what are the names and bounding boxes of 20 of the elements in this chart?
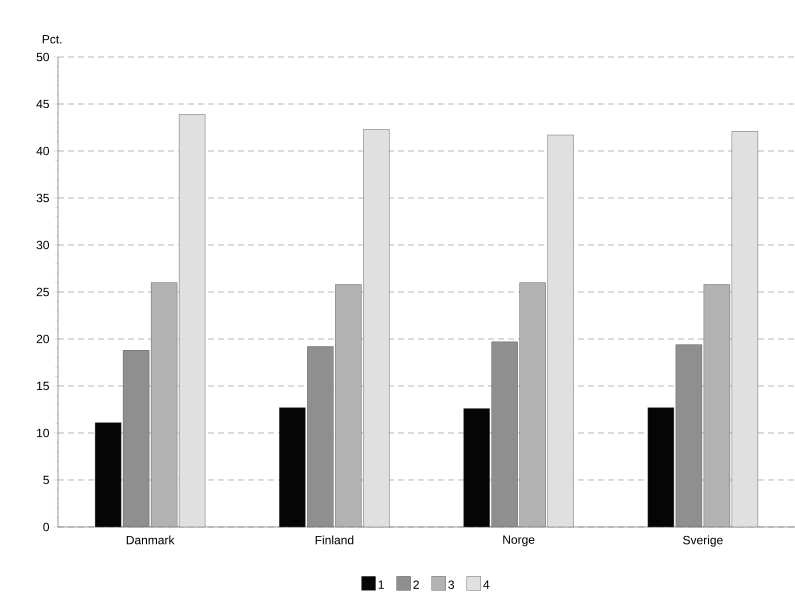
y-tick-label: 20 xyxy=(36,334,50,344)
x-tick-label: Sverige xyxy=(683,536,723,547)
y-tick-label: 50 xyxy=(36,52,50,62)
y-tick-label: 15 xyxy=(37,382,49,390)
y-tick-label: 30 xyxy=(36,240,50,250)
legend-label: 4 xyxy=(483,580,490,589)
y-tick-label: 40 xyxy=(36,146,50,156)
x-tick-label: Norge xyxy=(503,536,534,546)
x-tick-label: Danmark xyxy=(126,536,174,544)
legend-label: 1 xyxy=(378,580,384,589)
x-tick-label: Finland xyxy=(316,536,354,544)
y-tick-label: 45 xyxy=(36,100,49,108)
legend-label: 2 xyxy=(413,580,419,589)
y-tick-label: 10 xyxy=(37,428,50,438)
y-tick-label: 0 xyxy=(43,522,50,532)
y-tick-label: 35 xyxy=(36,194,49,202)
y-tick-label: 5 xyxy=(43,476,49,484)
legend-label: 3 xyxy=(448,580,454,589)
y-tick-label: 25 xyxy=(36,288,49,296)
y-axis-title: Pct. xyxy=(42,35,62,44)
